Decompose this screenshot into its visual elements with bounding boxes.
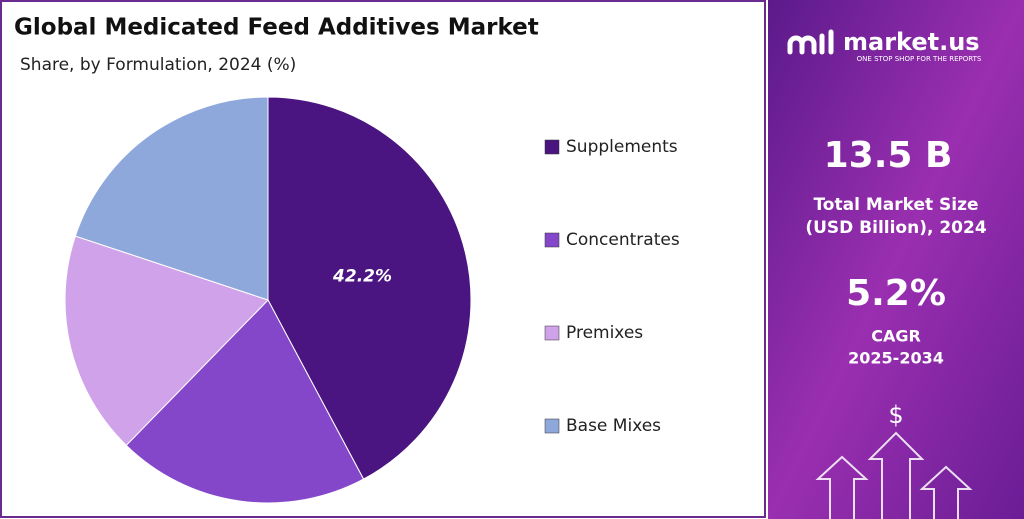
market-size-label: Total Market Size [813,195,978,215]
cagr-label: CAGR [871,327,921,346]
legend-label: Supplements [566,137,678,157]
data-label: 42.2% [332,266,392,286]
legend-label: Base Mixes [566,416,661,436]
tagline: ONE STOP SHOP FOR THE REPORTS [857,55,982,63]
cagr: 5.2% [846,273,946,314]
market-size: 13.5 B [824,135,953,176]
legend-swatch [544,325,560,341]
pie-slice [64,235,269,447]
legend-label: Premixes [566,323,643,343]
logo-icon [787,29,834,55]
legend-swatch [544,232,560,248]
legend-label: Concentrates [566,230,680,250]
arrows-icon [815,431,973,519]
chart-subtitle: Share, by Formulation, 2024 (%) [20,55,296,75]
side-panel [768,0,1024,519]
legend-swatch [544,139,560,155]
cagr-label: 2025-2034 [848,349,944,368]
legend-swatch [544,418,560,434]
chart-title: Global Medicated Feed Additives Market [14,15,539,41]
pie-slice [267,96,472,480]
brand: market.us [843,28,980,56]
pie-slice [74,96,269,301]
currency-icon: $ [888,401,903,429]
pie-slice [125,299,365,504]
market-size-label: (USD Billion), 2024 [805,218,987,238]
